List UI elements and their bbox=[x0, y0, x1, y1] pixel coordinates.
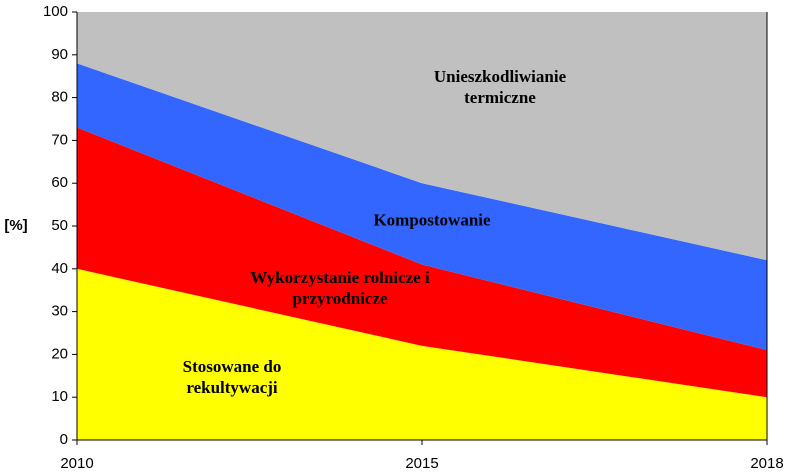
area bbox=[77, 127, 767, 398]
x-tick-label: 2018 bbox=[750, 455, 783, 472]
y-tick-label: 50 bbox=[51, 217, 68, 234]
y-axis-label: [%] bbox=[4, 217, 27, 234]
series-label: Kompostowanie bbox=[373, 210, 491, 230]
y-tick-label: 30 bbox=[51, 303, 68, 320]
area bbox=[77, 63, 767, 351]
y-tick-label: 80 bbox=[51, 89, 68, 106]
y-tick-label: 90 bbox=[51, 46, 68, 63]
y-tick-label: 100 bbox=[43, 3, 68, 20]
y-tick-label: 60 bbox=[51, 174, 68, 191]
series-label: Unieszkodliwianie termiczne bbox=[433, 67, 567, 107]
y-tick-label: 0 bbox=[60, 431, 68, 448]
series-label: Wykorzystanie rolnicze i przyrodnicze bbox=[250, 268, 430, 308]
area bbox=[77, 12, 767, 261]
y-tick-label: 70 bbox=[51, 131, 68, 148]
y-tick-label: 20 bbox=[51, 345, 68, 362]
x-tick-label: 2015 bbox=[405, 455, 438, 472]
y-tick-label: 10 bbox=[51, 388, 68, 405]
y-tick-label: 40 bbox=[51, 260, 68, 277]
series-label: Stosowane do rekultywacji bbox=[182, 357, 282, 397]
x-tick-label: 2010 bbox=[60, 455, 93, 472]
area bbox=[77, 268, 767, 440]
